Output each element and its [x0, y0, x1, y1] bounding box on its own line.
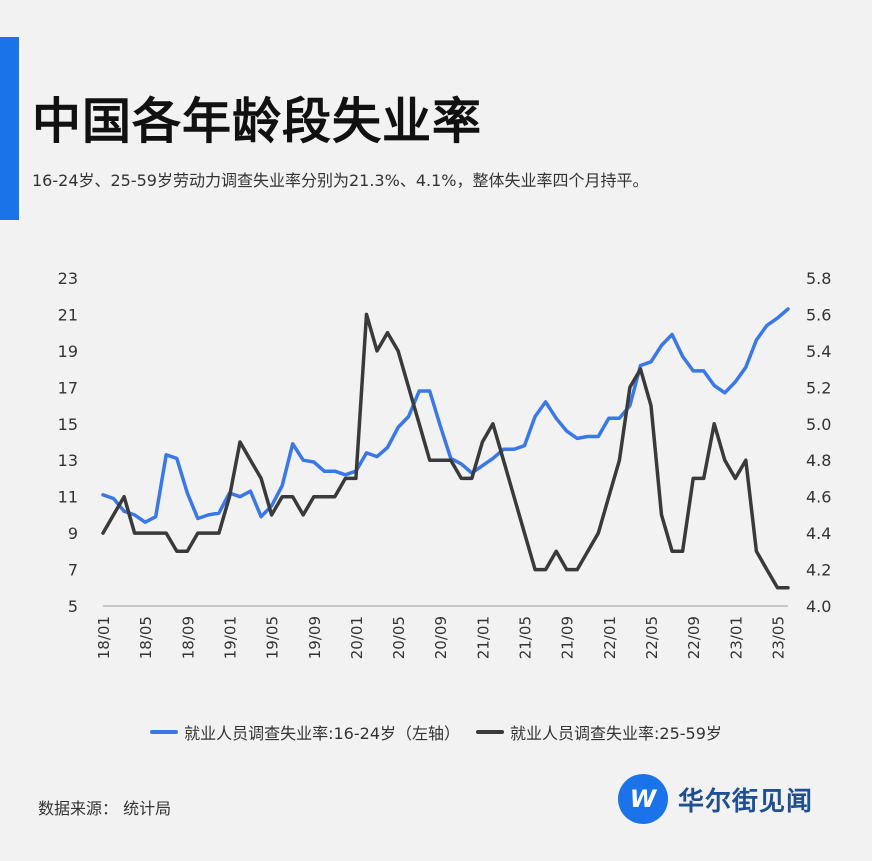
y-right-tick-label: 4.6 — [806, 488, 831, 507]
y-right-tick-label: 5.4 — [806, 342, 831, 361]
legend-swatch-adult — [476, 730, 504, 734]
x-tick-label: 18/09 — [179, 616, 197, 659]
x-tick-label: 20/01 — [348, 616, 366, 659]
y-right-tick-label: 4.4 — [806, 524, 831, 543]
x-tick-label: 20/05 — [390, 616, 408, 659]
legend-item-adult[interactable]: 就业人员调查失业率:25-59岁 — [476, 720, 722, 744]
logo-text: 华尔街见闻 — [678, 786, 814, 817]
y-right-tick-label: 5.6 — [806, 305, 831, 324]
x-tick-label: 22/05 — [643, 616, 661, 659]
y-left-tick-label: 17 — [58, 378, 78, 397]
y-left-tick-label: 11 — [58, 488, 78, 507]
accent-bar — [0, 37, 19, 220]
y-right-tick-label: 4.0 — [806, 597, 831, 616]
x-tick-label: 23/05 — [769, 616, 787, 659]
legend-item-youth[interactable]: 就业人员调查失业率:16-24岁（左轴） — [150, 720, 460, 744]
legend-swatch-youth — [150, 730, 179, 734]
brand-logo: W 华尔街见闻 — [618, 774, 813, 824]
y-right-tick-label: 4.8 — [806, 451, 831, 470]
logo-w-icon: W — [618, 774, 668, 824]
y-right-tick-label: 5.0 — [806, 415, 831, 434]
x-tick-label: 22/09 — [685, 616, 703, 659]
y-left-tick-label: 23 — [58, 269, 78, 288]
series-line-youth — [101, 307, 790, 524]
data-source: 数据来源： 统计局 — [38, 799, 172, 818]
legend-label-youth: 就业人员调查失业率:16-24岁（左轴） — [184, 724, 460, 743]
y-left-tick-label: 5 — [68, 597, 78, 616]
legend-label-adult: 就业人员调查失业率:25-59岁 — [510, 724, 722, 743]
series-line-adult — [101, 312, 790, 590]
y-left-tick-label: 7 — [68, 561, 78, 580]
y-left-tick-label: 13 — [58, 451, 78, 470]
y-left-tick-label: 21 — [58, 305, 78, 324]
y-right-tick-label: 5.8 — [806, 269, 831, 288]
chart-legend: 就业人员调查失业率:16-24岁（左轴） 就业人员调查失业率:25-59岁 — [0, 720, 872, 744]
x-tick-label: 22/01 — [601, 616, 619, 659]
x-tick-label: 19/09 — [306, 616, 324, 659]
y-right-tick-label: 4.2 — [806, 561, 831, 580]
y-right-tick-label: 5.2 — [806, 378, 831, 397]
x-tick-label: 20/09 — [432, 616, 450, 659]
x-tick-label: 21/09 — [559, 616, 577, 659]
x-tick-label: 23/01 — [727, 616, 745, 659]
x-tick-label: 18/05 — [137, 616, 155, 659]
page-title: 中国各年龄段失业率 — [32, 93, 483, 150]
x-tick-label: 19/01 — [221, 616, 239, 659]
x-tick-label: 21/01 — [474, 616, 492, 659]
x-tick-label: 18/01 — [95, 616, 113, 659]
y-left-tick-label: 9 — [68, 524, 78, 543]
x-tick-label: 21/05 — [517, 616, 535, 659]
page-subtitle: 16-24岁、25-59岁劳动力调查失业率分别为21.3%、4.1%，整体失业率… — [32, 171, 649, 190]
y-left-tick-label: 15 — [58, 415, 78, 434]
y-left-tick-label: 19 — [58, 342, 78, 361]
x-tick-label: 19/05 — [264, 616, 282, 659]
